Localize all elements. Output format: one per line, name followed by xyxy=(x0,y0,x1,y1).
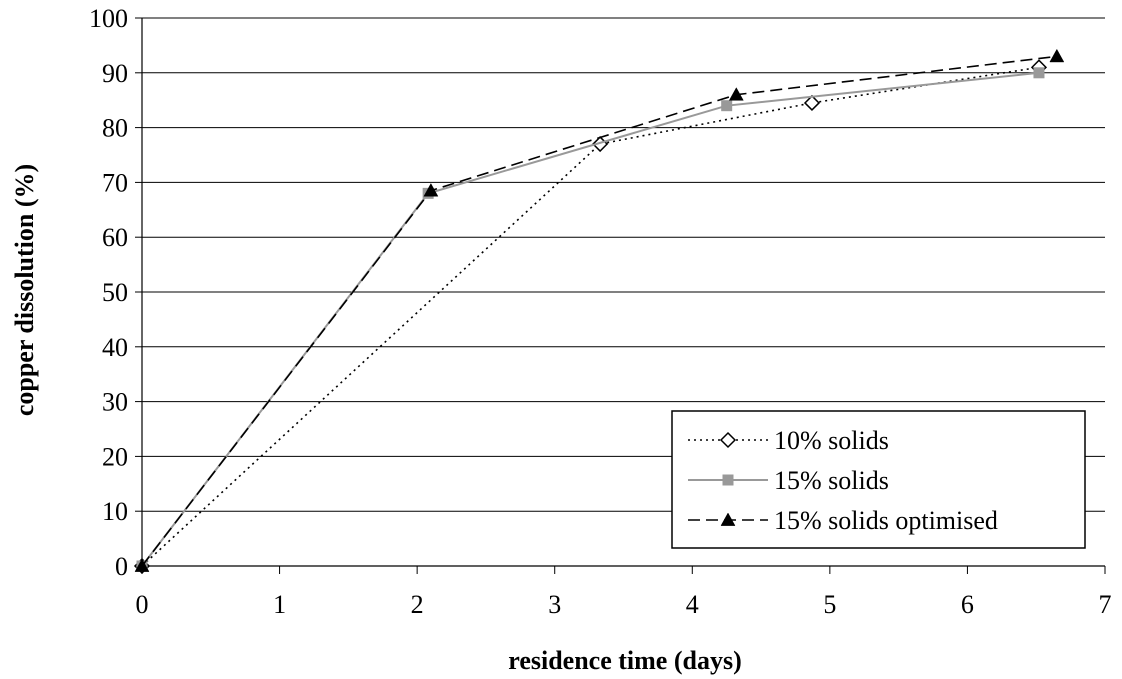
legend: 10% solids 15% solids 15% solids optimised xyxy=(672,411,1085,548)
y-tick-label: 60 xyxy=(102,223,128,252)
data-point xyxy=(1050,49,1064,62)
y-tick-label: 20 xyxy=(102,442,128,471)
y-tick-label: 70 xyxy=(102,168,128,197)
x-tick-label: 1 xyxy=(273,590,286,619)
data-point xyxy=(721,100,732,111)
y-tick-label: 100 xyxy=(89,4,128,33)
x-tick-label: 5 xyxy=(823,590,836,619)
y-tick-label: 80 xyxy=(102,114,128,143)
y-tick-label: 50 xyxy=(102,278,128,307)
data-point xyxy=(1033,67,1044,78)
legend-label: 10% solids xyxy=(774,426,889,455)
x-tick-label: 4 xyxy=(686,590,699,619)
legend-label: 15% solids optimised xyxy=(774,506,998,535)
y-axis-title: copper dissolution (%) xyxy=(10,164,39,416)
x-axis-title: residence time (days) xyxy=(508,646,741,675)
x-tick-label: 2 xyxy=(411,590,424,619)
y-tick-label: 90 xyxy=(102,59,128,88)
y-tick-label: 30 xyxy=(102,388,128,417)
y-tick-label: 10 xyxy=(102,497,128,526)
x-tick-label: 0 xyxy=(136,590,149,619)
y-tick-label: 0 xyxy=(115,552,128,581)
legend-marker xyxy=(723,475,734,486)
x-tick-label: 7 xyxy=(1099,590,1112,619)
legend-label: 15% solids xyxy=(774,466,889,495)
x-tick-label: 6 xyxy=(961,590,974,619)
x-tick-label: 3 xyxy=(548,590,561,619)
y-tick-label: 40 xyxy=(102,333,128,362)
